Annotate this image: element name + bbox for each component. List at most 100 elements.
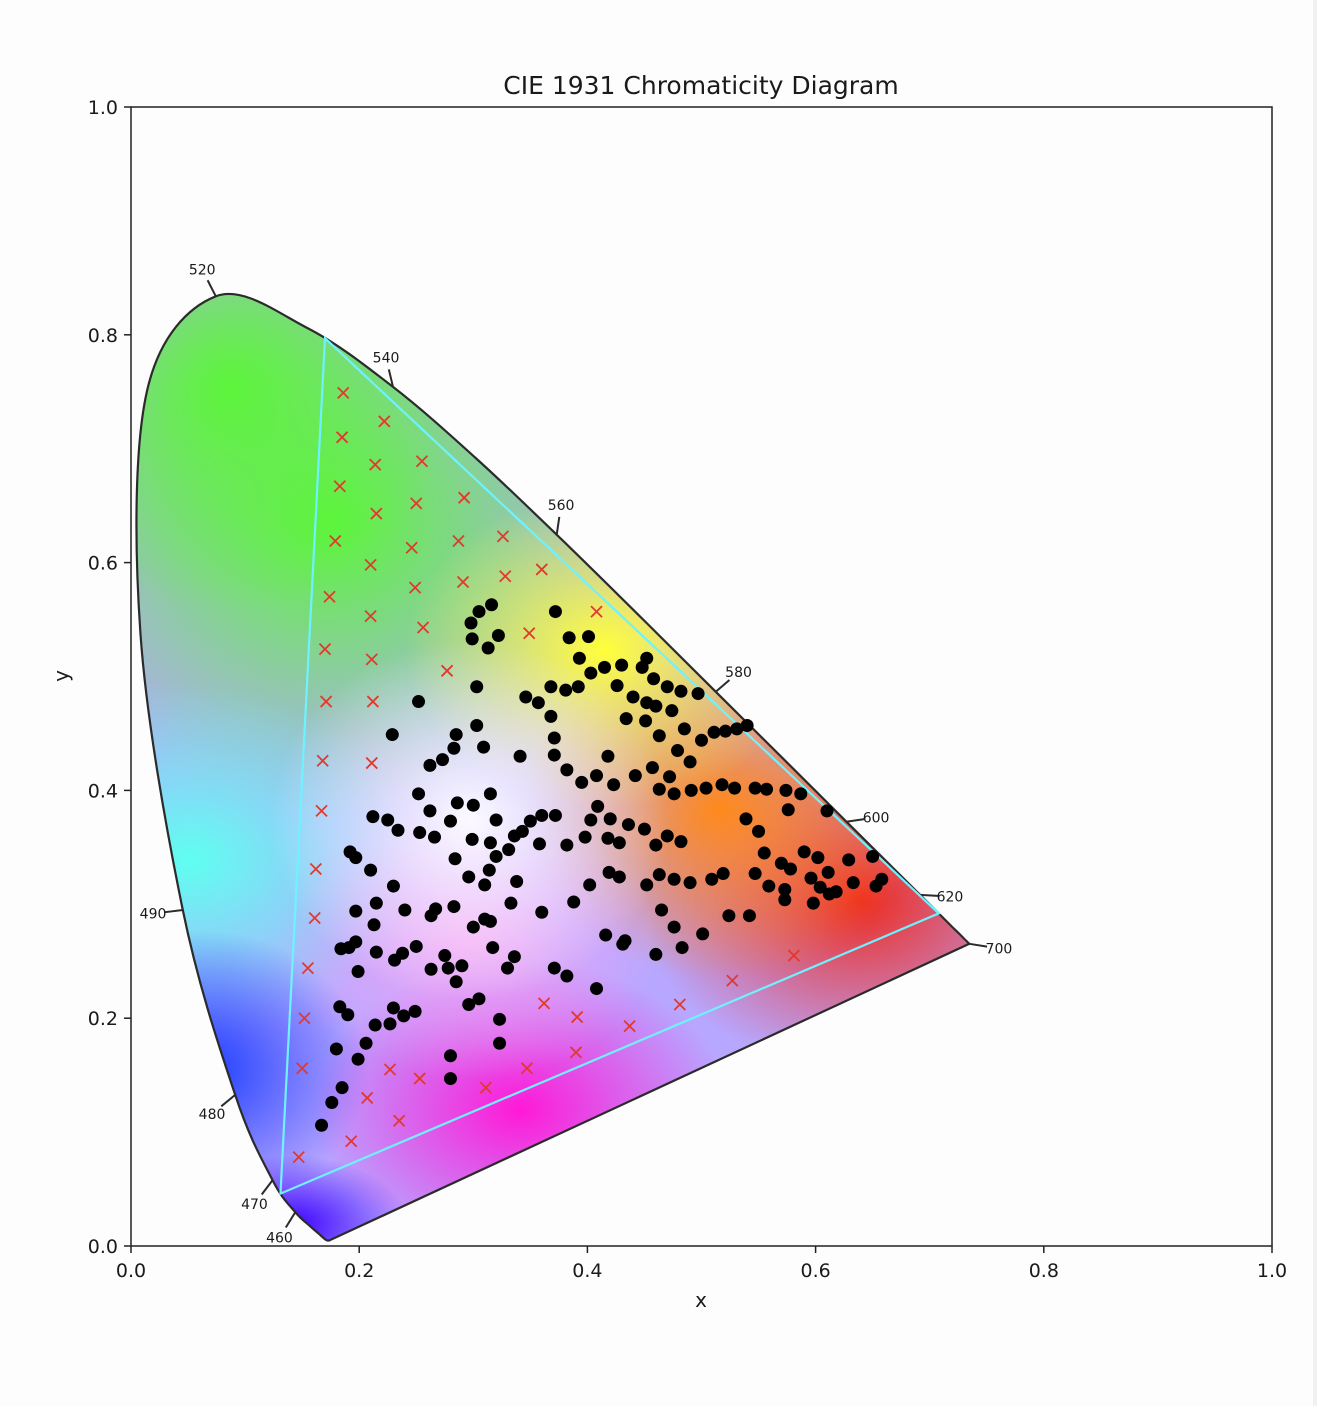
data-point-dot bbox=[443, 1049, 457, 1063]
data-point-dot bbox=[842, 853, 856, 867]
data-point-cross bbox=[365, 756, 378, 770]
data-point-cross bbox=[333, 480, 346, 493]
data-point-dot bbox=[762, 879, 776, 893]
data-point-dot bbox=[464, 616, 478, 630]
data-point-dot bbox=[548, 808, 562, 822]
data-point-dot bbox=[424, 962, 438, 976]
data-point-cross bbox=[365, 653, 378, 666]
x-tick-label: 0.2 bbox=[344, 1260, 374, 1282]
chart-title: CIE 1931 Chromaticity Diagram bbox=[503, 71, 898, 100]
data-point-dot bbox=[491, 628, 505, 642]
data-point-cross bbox=[535, 563, 548, 576]
data-point-dot bbox=[612, 870, 626, 884]
data-point-dot bbox=[449, 975, 463, 989]
data-point-dot bbox=[532, 837, 546, 851]
data-point-cross bbox=[456, 575, 470, 589]
data-point-dot bbox=[481, 641, 495, 655]
data-point-dot bbox=[667, 872, 681, 886]
data-point-cross bbox=[496, 530, 510, 543]
data-point-dot bbox=[567, 895, 581, 909]
data-point-cross bbox=[673, 998, 686, 1011]
data-point-dot bbox=[489, 849, 503, 863]
data-point-dot bbox=[655, 903, 669, 917]
data-point-cross bbox=[316, 754, 329, 767]
wavelength-label: 540 bbox=[373, 351, 400, 367]
data-point-dot bbox=[590, 982, 604, 996]
data-point-dot bbox=[748, 781, 762, 795]
data-point-dot bbox=[794, 787, 808, 801]
data-point-dot bbox=[716, 867, 730, 881]
data-point-dot bbox=[652, 729, 666, 743]
data-point-dot bbox=[583, 878, 597, 892]
data-point-dot bbox=[472, 605, 486, 619]
wavelength-tick bbox=[206, 279, 217, 297]
data-point-cross bbox=[296, 1062, 309, 1075]
data-point-dot bbox=[684, 783, 698, 797]
data-point-cross bbox=[309, 862, 322, 876]
data-point-dot bbox=[675, 941, 689, 955]
data-point-dot bbox=[740, 718, 754, 732]
data-point-dot bbox=[804, 871, 818, 885]
data-point-dot bbox=[535, 808, 549, 822]
data-point-dot bbox=[381, 813, 395, 827]
data-point-dot bbox=[562, 631, 576, 645]
data-point-dot bbox=[757, 846, 771, 860]
data-point-dot bbox=[663, 770, 677, 784]
data-point-dot bbox=[813, 880, 827, 894]
data-point-dot bbox=[342, 941, 356, 955]
wavelength-label: 560 bbox=[548, 498, 575, 514]
data-point-dot bbox=[447, 900, 461, 914]
data-point-cross bbox=[292, 1151, 305, 1164]
data-point-dot bbox=[846, 876, 860, 890]
data-point-dot bbox=[821, 865, 835, 879]
data-point-dot bbox=[671, 744, 685, 758]
data-point-dot bbox=[501, 961, 515, 975]
data-point-dot bbox=[616, 937, 630, 951]
data-point-dot bbox=[366, 810, 380, 824]
data-point-cross bbox=[383, 1063, 397, 1076]
data-point-dot bbox=[667, 787, 681, 801]
data-point-dot bbox=[691, 687, 705, 701]
data-point-dot bbox=[582, 630, 596, 644]
data-point-cross bbox=[415, 455, 429, 468]
data-point-dot bbox=[478, 878, 492, 892]
data-point-dot bbox=[315, 1118, 329, 1132]
data-point-dot bbox=[806, 896, 820, 910]
data-point-cross bbox=[315, 804, 328, 818]
data-point-dot bbox=[683, 755, 697, 769]
data-point-dot bbox=[590, 769, 604, 783]
data-point-dot bbox=[335, 1081, 349, 1095]
data-point-dot bbox=[610, 679, 624, 693]
data-point-cross bbox=[410, 497, 423, 510]
data-point-dot bbox=[560, 838, 574, 852]
data-point-dot bbox=[560, 763, 574, 777]
data-point-dot bbox=[438, 949, 452, 963]
data-point-dot bbox=[423, 758, 437, 772]
data-point-dot bbox=[591, 799, 605, 813]
data-point-dot bbox=[665, 704, 679, 718]
data-point-dot bbox=[470, 680, 484, 694]
data-point-cross bbox=[520, 1062, 534, 1075]
data-point-cross bbox=[323, 590, 336, 603]
data-point-dot bbox=[699, 781, 713, 795]
y-tick-label: 0.4 bbox=[88, 780, 118, 802]
data-point-dot bbox=[443, 1072, 457, 1086]
data-point-cross bbox=[726, 974, 739, 987]
data-point-dot bbox=[626, 690, 640, 704]
data-point-dot bbox=[435, 753, 449, 767]
y-tick-label: 0.6 bbox=[88, 553, 118, 575]
data-point-dot bbox=[603, 812, 617, 826]
data-point-dot bbox=[820, 804, 834, 818]
data-point-dot bbox=[649, 838, 663, 852]
data-point-dot bbox=[449, 728, 463, 742]
wavelength-tick bbox=[846, 818, 865, 823]
data-point-cross bbox=[335, 431, 349, 444]
data-point-dot bbox=[462, 870, 476, 884]
data-point-dot bbox=[493, 1012, 507, 1026]
data-point-dot bbox=[822, 887, 836, 901]
data-point-dot bbox=[760, 782, 774, 796]
data-point-dot bbox=[466, 798, 480, 812]
data-point-cross bbox=[569, 1046, 583, 1059]
data-point-dot bbox=[639, 714, 653, 728]
